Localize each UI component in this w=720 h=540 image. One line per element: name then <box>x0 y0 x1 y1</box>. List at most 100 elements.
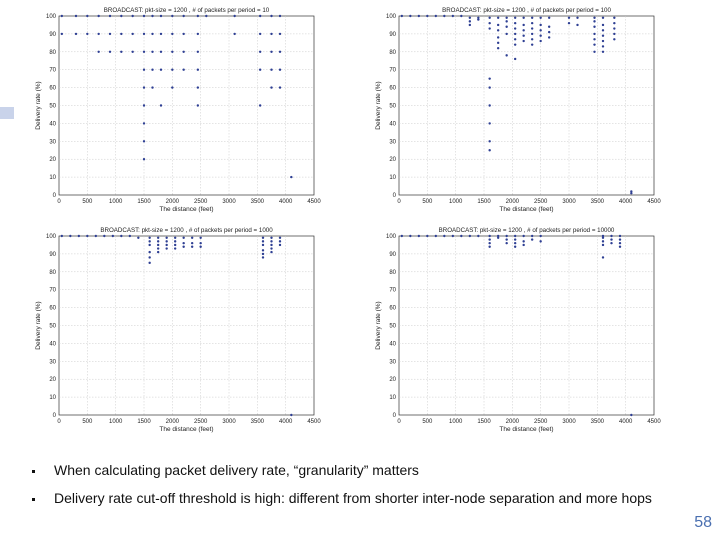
y-tick-label: 50 <box>49 324 56 330</box>
chart-panel-bottom-right: BROADCAST: pkt-size = 1200 , # of packet… <box>370 222 680 440</box>
chart-title: BROADCAST: pkt-size = 1200 , # of packet… <box>104 7 270 14</box>
y-tick-label: 70 <box>389 68 396 74</box>
x-tick-label: 0 <box>57 199 61 205</box>
data-point <box>258 32 262 36</box>
x-tick-label: 0 <box>397 199 401 205</box>
data-point <box>156 243 160 247</box>
y-tick-label: 90 <box>389 252 396 258</box>
data-point <box>496 16 500 19</box>
data-point <box>165 247 168 250</box>
data-point <box>443 234 446 238</box>
data-point <box>77 234 81 238</box>
data-point <box>233 14 236 18</box>
scatter-chart: BROADCAST: pkt-size = 1200 , # of packet… <box>35 227 321 433</box>
data-point <box>151 14 154 18</box>
data-point <box>173 247 177 250</box>
x-tick-label: 2000 <box>166 419 180 425</box>
bullet-text: Delivery rate cut-off threshold is high:… <box>54 490 652 506</box>
data-point <box>593 43 596 46</box>
data-point <box>513 21 517 25</box>
data-point <box>270 247 273 250</box>
data-point <box>120 14 123 18</box>
x-tick-label: 2000 <box>506 419 520 425</box>
data-point <box>434 234 438 238</box>
data-point <box>505 238 508 241</box>
bullet-text: When calculating packet delivery rate, “… <box>54 462 419 478</box>
x-axis-label: The distance (feet) <box>159 426 213 433</box>
y-tick-label: 100 <box>386 14 397 20</box>
y-tick-label: 30 <box>389 139 396 145</box>
data-point <box>196 14 200 18</box>
x-tick-label: 3500 <box>591 419 605 425</box>
x-tick-label: 4000 <box>279 419 293 425</box>
data-point <box>601 16 605 19</box>
data-point <box>159 50 163 53</box>
data-point <box>451 14 455 18</box>
data-point <box>97 50 100 53</box>
x-tick-label: 500 <box>82 419 93 425</box>
data-point <box>103 234 106 238</box>
data-point <box>496 23 500 27</box>
data-point <box>400 234 404 238</box>
y-tick-label: 20 <box>49 157 56 163</box>
data-point <box>593 38 596 41</box>
data-point <box>477 234 480 238</box>
y-tick-label: 50 <box>389 104 396 110</box>
data-point <box>630 190 633 193</box>
y-tick-label: 60 <box>49 306 56 312</box>
data-point <box>488 238 491 241</box>
data-point <box>530 21 534 25</box>
y-tick-label: 40 <box>49 341 56 347</box>
data-point <box>148 236 151 239</box>
x-tick-label: 2500 <box>194 419 208 425</box>
scatter-chart: BROADCAST: pkt-size = 1200 , # of packet… <box>375 7 661 213</box>
data-point <box>522 16 525 19</box>
data-point <box>120 50 123 53</box>
chart-panel-top-right: BROADCAST: pkt-size = 1200 , # of packet… <box>370 2 680 220</box>
data-point <box>258 68 262 71</box>
y-tick-label: 20 <box>49 377 56 383</box>
data-point <box>522 29 525 32</box>
data-point <box>148 261 151 265</box>
data-point <box>547 25 551 28</box>
data-point <box>159 68 163 71</box>
y-tick-label: 60 <box>49 86 56 92</box>
data-point <box>593 16 596 19</box>
data-point <box>601 39 605 43</box>
data-point <box>601 45 605 48</box>
data-point <box>505 241 508 245</box>
data-point <box>539 29 542 32</box>
data-point <box>613 38 616 41</box>
x-tick-label: 2500 <box>534 419 548 425</box>
y-tick-label: 80 <box>389 50 396 56</box>
data-point <box>270 32 273 36</box>
data-point <box>539 39 542 43</box>
data-point <box>171 68 174 71</box>
data-point <box>261 249 265 252</box>
data-point <box>86 234 89 238</box>
bullet-marker <box>32 498 35 501</box>
data-point <box>522 234 525 238</box>
y-tick-label: 30 <box>49 359 56 365</box>
data-point <box>128 234 132 238</box>
data-point <box>261 256 265 259</box>
data-point <box>270 68 273 71</box>
data-point <box>258 14 262 18</box>
data-point <box>496 47 500 50</box>
y-tick-label: 10 <box>389 175 396 181</box>
chart-title: BROADCAST: pkt-size = 1200 , # of packet… <box>100 227 273 234</box>
data-point <box>488 241 491 245</box>
data-point <box>547 30 551 34</box>
data-point <box>261 252 265 256</box>
x-tick-label: 1000 <box>449 199 463 205</box>
data-point <box>74 32 78 36</box>
y-tick-label: 70 <box>389 288 396 294</box>
data-point <box>505 25 508 28</box>
data-point <box>165 240 168 243</box>
data-point <box>196 50 200 53</box>
data-point <box>409 234 412 238</box>
data-point <box>539 240 542 243</box>
x-tick-label: 2500 <box>194 199 208 205</box>
x-tick-label: 1000 <box>109 419 123 425</box>
data-point <box>199 241 202 245</box>
